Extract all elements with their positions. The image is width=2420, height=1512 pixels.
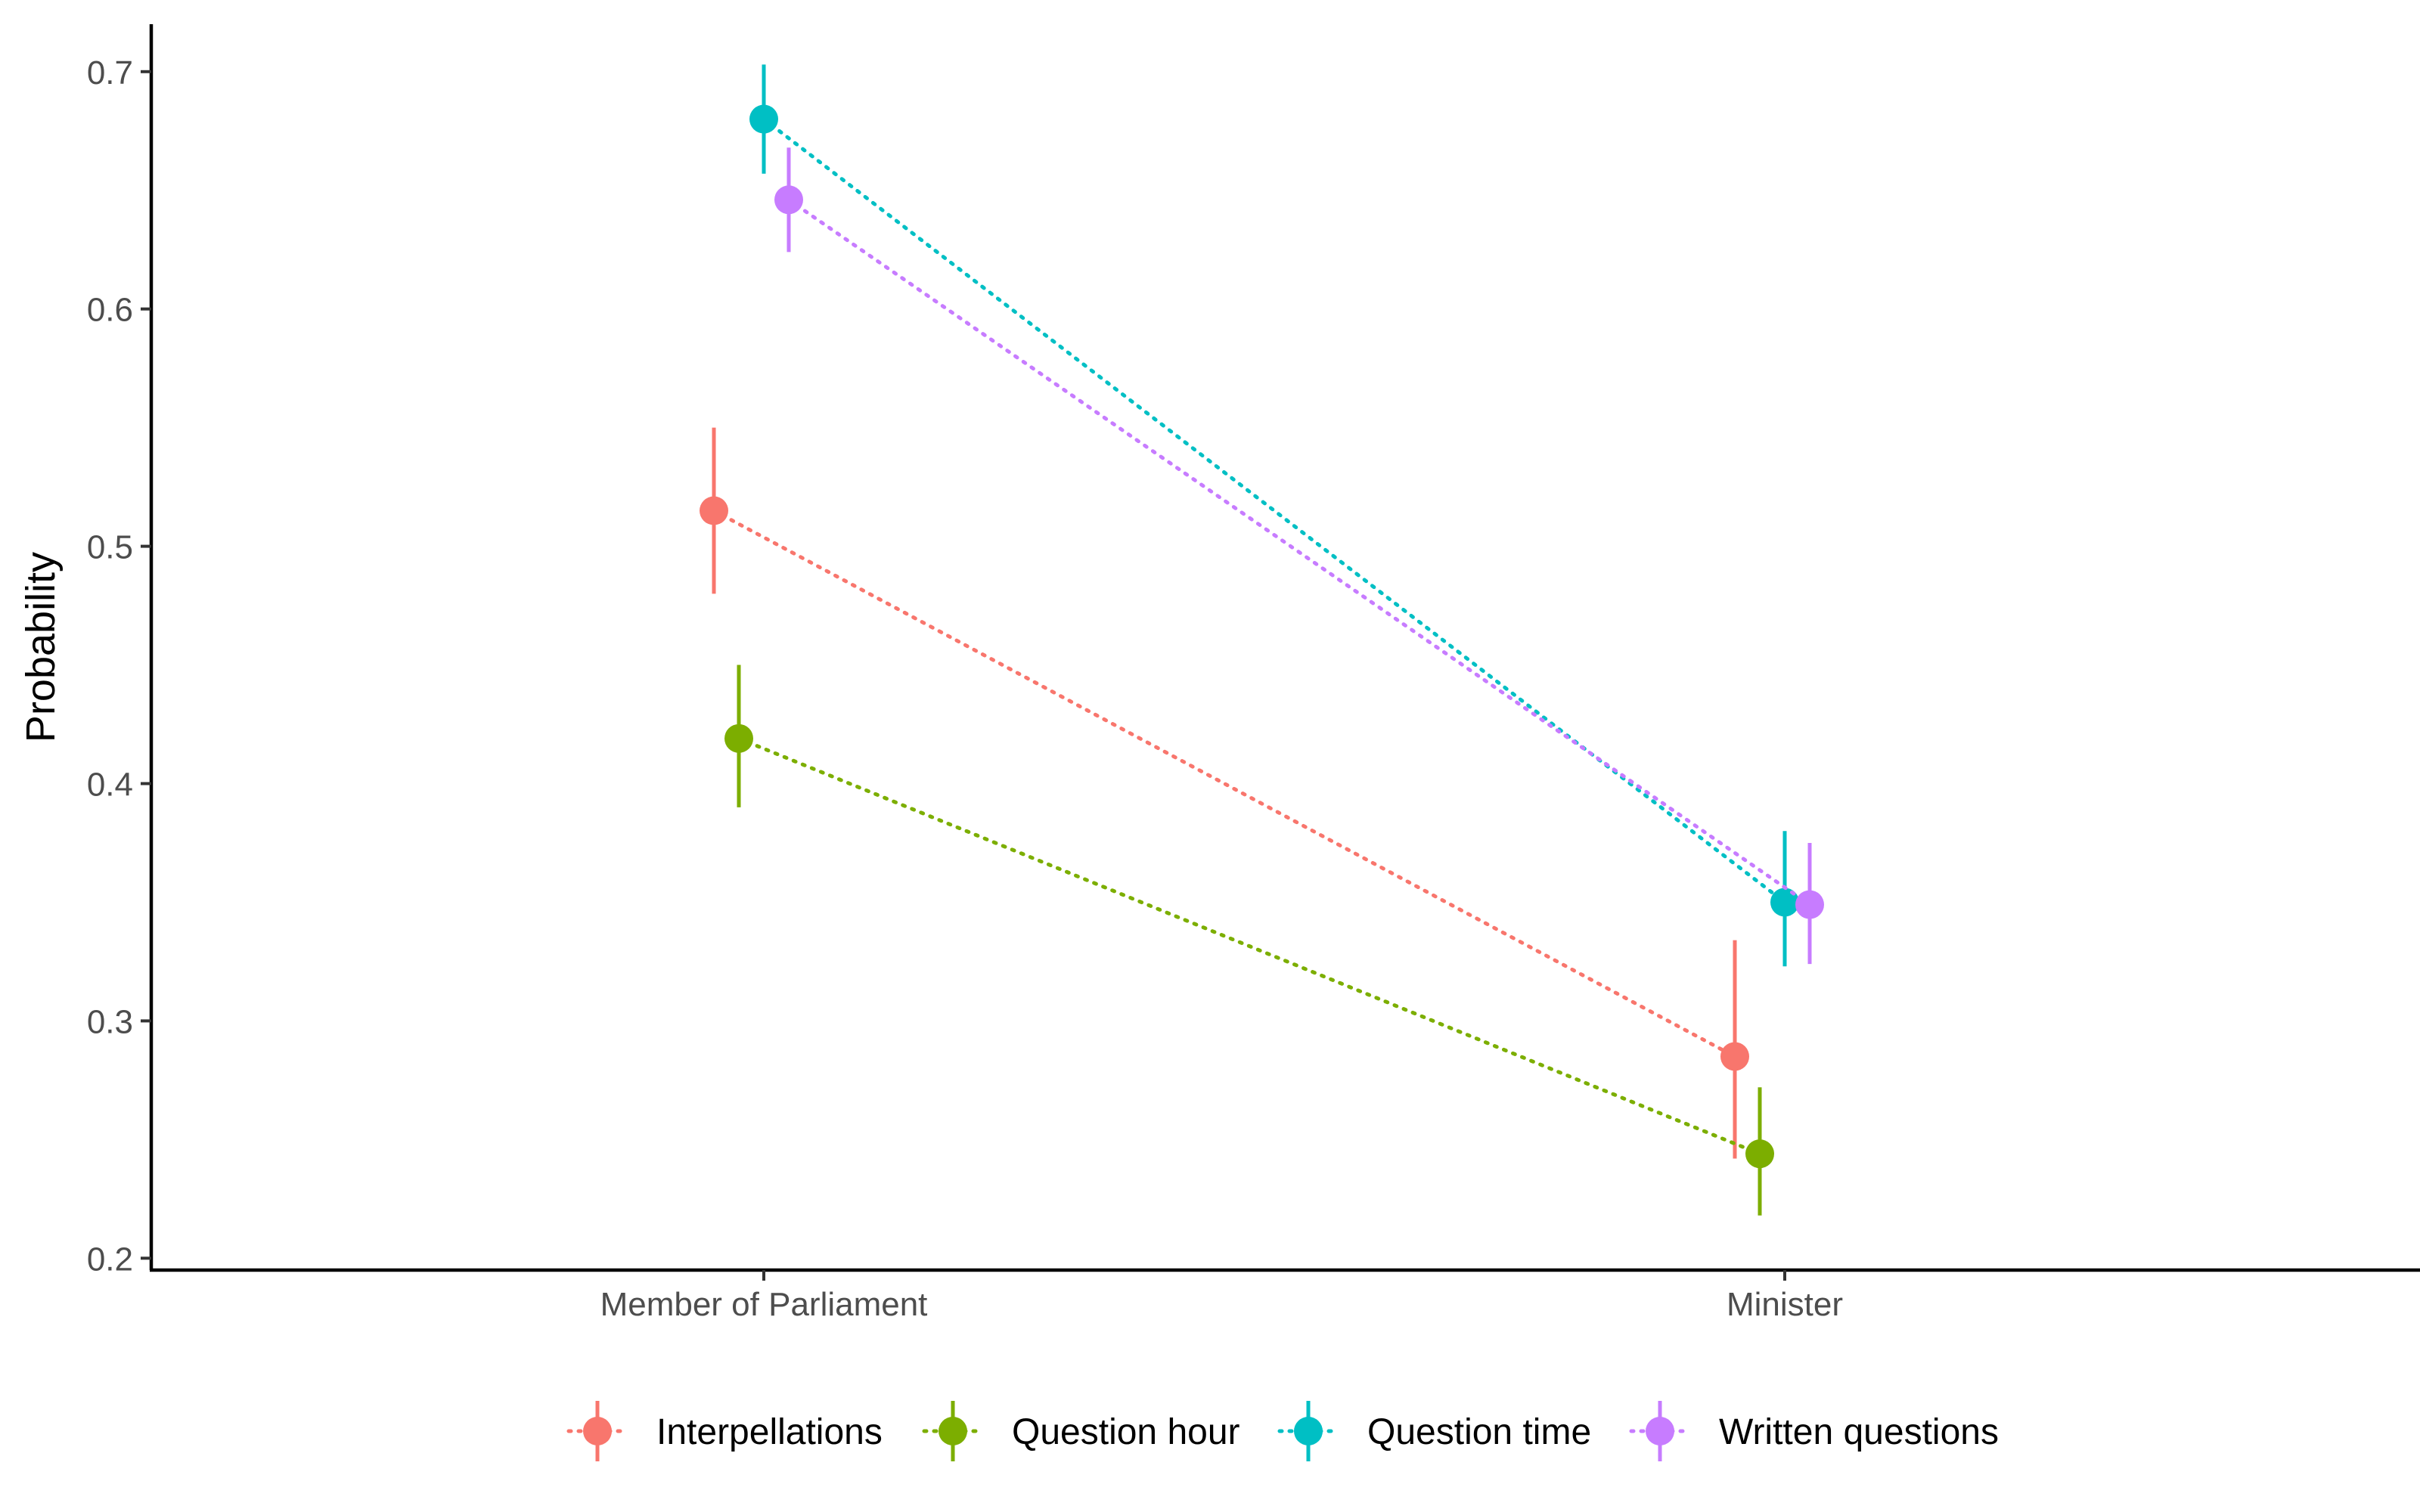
data-point [1745,1139,1774,1169]
legend-marker [583,1417,612,1445]
series-interpellations [700,427,1749,1159]
legend-label: Written questions [1719,1412,1999,1452]
legend: Interpellations Question hour Question tim… [566,1401,1999,1461]
legend-marker [1294,1417,1323,1445]
data-point [1720,1042,1749,1071]
data-point [749,104,778,134]
legend-label: Question time [1367,1412,1591,1452]
data-point [700,496,728,525]
data-point [774,185,803,215]
legend-label: Question hour [1012,1412,1240,1452]
plot-marks [700,64,1824,1216]
y-tick-label: 0.5 [87,529,133,566]
y-axis-title: Probability [18,552,64,742]
legend-item: Interpellations [566,1401,883,1461]
y-tick-label: 0.7 [87,54,133,91]
legend-item: Question hour [922,1401,1240,1461]
x-tick-label: Minister [1727,1286,1843,1323]
y-tick-label: 0.3 [87,1003,133,1040]
axes: 0.20.30.40.50.60.7 Member of Parliament M… [18,24,2420,1323]
legend-marker [939,1417,967,1445]
series-question-time [749,64,1799,967]
series-line [786,197,1812,907]
series-question-hour [724,665,1774,1216]
y-tick-label: 0.6 [87,292,133,329]
y-tick-label: 0.2 [87,1241,133,1278]
legend-item: Question time [1277,1401,1591,1461]
legend-marker [1646,1417,1674,1445]
y-tick-label: 0.4 [87,766,133,803]
x-tick-label: Member of Parliament [600,1286,928,1323]
series-written-questions [774,147,1824,965]
series-line [712,509,1737,1058]
x-ticks: Member of Parliament Minister [600,1270,1843,1323]
series-line [737,736,1762,1156]
series-line [762,117,1787,904]
data-point [724,723,753,753]
legend-item: Written questions [1629,1401,1999,1461]
y-ticks: 0.2 0.3 0.4 0.5 0.6 0.7 [87,54,151,1278]
data-point [1795,890,1824,919]
legend-label: Interpellations [656,1412,883,1452]
data-point [1770,888,1799,917]
